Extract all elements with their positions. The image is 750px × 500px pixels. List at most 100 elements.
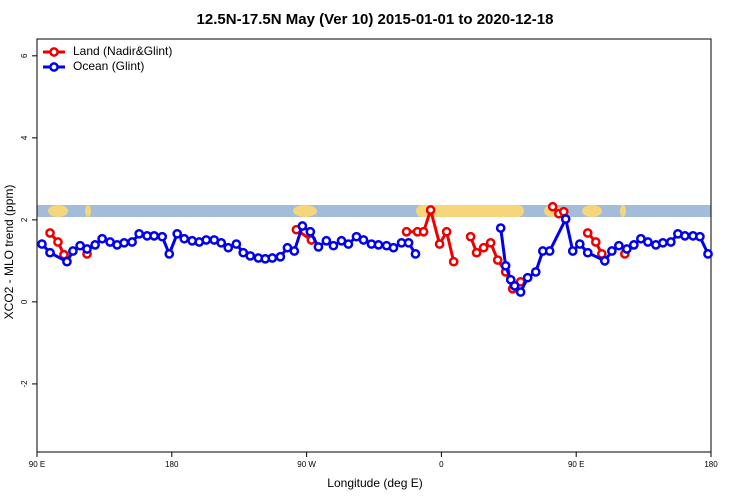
data-point: [223, 242, 234, 253]
data-point: [574, 239, 585, 249]
land-patch: [582, 205, 602, 217]
data-point: [97, 233, 108, 244]
data-point: [703, 249, 713, 259]
data-point: [629, 240, 639, 250]
x-axis-label: Longitude (deg E): [327, 476, 422, 490]
data-point: [492, 255, 503, 265]
data-point: [544, 246, 555, 256]
data-point: [695, 231, 705, 242]
data-point: [448, 256, 459, 267]
data-point: [666, 237, 676, 247]
data-point: [45, 228, 55, 238]
data-point: [403, 237, 414, 248]
data-point: [388, 242, 399, 253]
legend-label: Ocean (Glint): [73, 59, 144, 73]
data-point: [560, 214, 571, 224]
land-patch: [85, 205, 91, 217]
data-point: [522, 272, 533, 283]
data-point: [441, 226, 452, 237]
data-point: [267, 253, 278, 263]
data-point: [45, 247, 55, 258]
y-tick-label: 4: [20, 135, 29, 140]
data-point: [599, 256, 610, 266]
legend-marker: [49, 62, 59, 72]
data-point: [90, 240, 100, 250]
data-point: [434, 239, 445, 249]
data-point: [495, 223, 506, 233]
x-tick-label: 90 E: [568, 460, 584, 469]
y-tick-label: -2: [20, 380, 29, 388]
legend-label: Land (Nadir&Glint): [73, 44, 172, 58]
x-tick-label: 90 W: [297, 460, 316, 469]
data-point: [82, 244, 92, 254]
data-point: [515, 287, 526, 297]
y-tick-label: 0: [20, 299, 29, 304]
land-patch: [416, 205, 524, 217]
data-point: [373, 240, 384, 250]
data-point: [606, 246, 617, 256]
y-axis-label: XCO2 - MLO trend (ppm): [2, 185, 16, 320]
data-point: [401, 226, 412, 237]
land-patch: [293, 205, 317, 217]
land-patch: [620, 205, 626, 217]
data-point: [164, 249, 175, 259]
data-point: [658, 237, 668, 248]
data-point: [410, 249, 421, 259]
x-tick-label: 180: [165, 460, 179, 469]
data-point: [289, 246, 300, 256]
data-point: [62, 256, 72, 267]
data-point: [231, 239, 242, 249]
data-point: [547, 201, 558, 212]
chart-title: 12.5N-17.5N May (Ver 10) 2015-01-01 to 2…: [197, 11, 554, 28]
data-point: [425, 205, 436, 215]
data-point: [567, 246, 578, 256]
data-point: [582, 228, 593, 238]
data-point: [157, 231, 168, 242]
data-point: [343, 239, 354, 249]
data-point: [478, 242, 489, 253]
x-tick-label: 90 E: [29, 460, 45, 469]
data-point: [216, 237, 227, 248]
data-point: [134, 228, 144, 239]
data-point: [328, 240, 339, 251]
data-point: [643, 237, 653, 247]
data-point: [358, 235, 369, 245]
data-point: [305, 226, 316, 237]
data-point: [172, 228, 183, 239]
legend-marker: [49, 47, 59, 57]
data-point: [245, 251, 256, 261]
data-point: [509, 281, 520, 291]
data-point: [37, 239, 47, 249]
data-point: [119, 237, 130, 248]
ocean-strip: [37, 205, 711, 217]
map-strip: [37, 205, 711, 217]
data-point: [149, 231, 159, 241]
data-point: [53, 237, 63, 247]
land-patch: [48, 205, 68, 217]
data-point: [614, 240, 624, 251]
data-point: [68, 246, 78, 256]
data-point: [680, 231, 690, 241]
data-point: [530, 267, 541, 277]
series-line: [499, 214, 710, 295]
data-point: [558, 206, 569, 217]
data-point: [621, 244, 632, 254]
data-point: [127, 237, 137, 247]
y-tick-label: 6: [20, 53, 29, 58]
y-tick-label: 2: [20, 217, 29, 222]
data-point: [582, 247, 593, 258]
x-tick-label: 0: [439, 460, 444, 469]
data-point: [485, 237, 496, 248]
data-point: [471, 247, 482, 258]
x-tick-label: 180: [704, 460, 718, 469]
data-point: [418, 226, 429, 237]
data-point: [500, 260, 511, 271]
data-point: [297, 221, 308, 231]
data-point: [275, 251, 286, 262]
data-point: [201, 235, 212, 245]
data-point: [321, 235, 332, 246]
data-point: [313, 242, 324, 252]
plot-frame: [36, 38, 712, 453]
data-point: [465, 231, 476, 242]
